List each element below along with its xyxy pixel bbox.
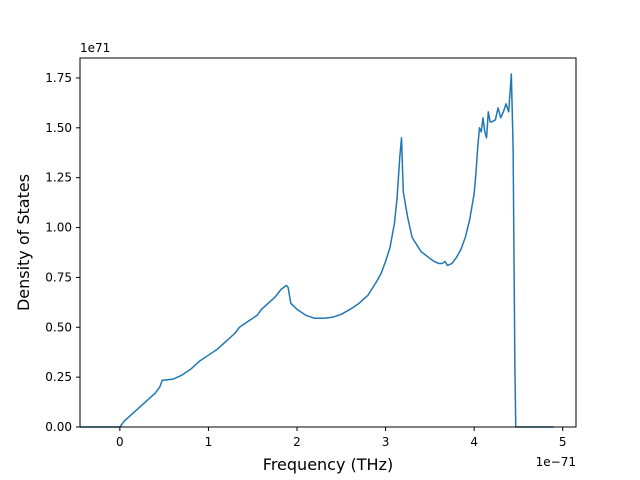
x-tick-label: 2 [293,435,301,449]
x-offset-text: 1e−71 [536,455,576,469]
axes-frame [79,57,577,428]
x-tick-label: 5 [559,435,567,449]
x-tick-label: 0 [116,435,124,449]
y-tick-label: 0.00 [45,420,72,434]
x-tick-label: 1 [205,435,213,449]
y-tick-label: 1.50 [45,121,72,135]
y-tick-label: 1.00 [45,221,72,235]
x-axis-label: Frequency (THz) [263,455,393,474]
y-tick-label: 0.75 [45,270,72,284]
plot-area [80,73,554,428]
y-tick-label: 1.75 [45,71,72,85]
x-tick-label: 4 [470,435,478,449]
axis-ticks: 0 1 2 3 4 5 0.00 0.25 0.50 0.75 1.00 1.25 1.50 1.75 [45,71,566,449]
y-tick-label: 0.25 [45,370,72,384]
y-axis-label: Density of States [14,174,33,311]
y-tick-label: 0.50 [45,320,72,334]
y-tick-label: 1.25 [45,171,72,185]
dos-series-line-0 [80,73,554,428]
x-tick-label: 3 [382,435,390,449]
y-offset-text: 1e71 [80,41,110,55]
